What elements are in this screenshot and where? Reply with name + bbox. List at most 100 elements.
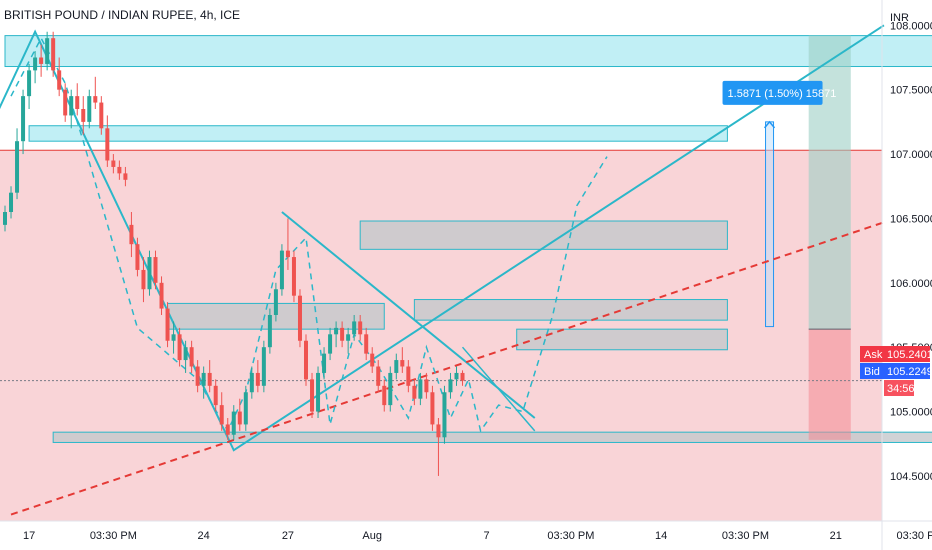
candle-body <box>316 372 321 412</box>
candle-body <box>141 269 146 290</box>
candle-body <box>87 96 92 122</box>
candle-body <box>15 141 20 193</box>
position-target-area[interactable] <box>808 35 851 330</box>
y-tick-label: 107.0000 <box>890 149 932 161</box>
x-tick-label: 17 <box>23 530 35 542</box>
y-tick-label: 104.5000 <box>890 471 932 483</box>
x-tick-label: 03:30 PM <box>547 530 594 542</box>
candle-body <box>21 96 26 142</box>
candle-body <box>9 192 14 212</box>
candle-body <box>255 372 260 386</box>
candle-body <box>39 57 44 64</box>
candle-body <box>243 392 248 425</box>
candle-body <box>111 160 116 167</box>
candle-body <box>237 411 242 425</box>
candle-body <box>382 385 387 406</box>
x-tick-label: 27 <box>282 530 294 542</box>
x-tick-label: 03:30 PM <box>896 530 932 542</box>
candle-body <box>177 334 182 361</box>
x-tick-label: 14 <box>655 530 667 542</box>
candle-body <box>63 89 68 116</box>
x-tick-label: 03:30 PM <box>90 530 137 542</box>
zone-box[interactable] <box>413 299 728 321</box>
candle-body <box>310 379 315 412</box>
candle-body <box>105 128 110 161</box>
y-tick-label: 106.0000 <box>890 278 932 290</box>
countdown-tag: 34:56 <box>884 380 915 396</box>
trend-line[interactable] <box>0 24 885 452</box>
candle-body <box>69 96 74 116</box>
candle-body <box>334 327 339 335</box>
candle-body <box>183 347 188 361</box>
x-tick-label: 03:30 PM <box>722 530 769 542</box>
zone-box[interactable] <box>28 125 728 142</box>
candle-body <box>267 315 272 348</box>
candle-body <box>394 360 399 373</box>
candle-body <box>273 289 278 315</box>
candle-body <box>388 372 393 406</box>
bid-tag: Bid 105.2249 <box>860 363 932 379</box>
candle-body <box>3 212 7 225</box>
candle-body <box>57 70 62 90</box>
measure-range[interactable] <box>765 121 775 328</box>
candle-body <box>207 372 212 386</box>
candle-body <box>454 372 459 380</box>
candle-body <box>135 244 140 270</box>
candle-body <box>147 257 152 290</box>
candle-body <box>171 334 176 341</box>
trend-line[interactable] <box>461 346 536 432</box>
bid-label: Bid <box>864 366 880 378</box>
y-tick-label: 105.0000 <box>890 407 932 419</box>
candle-body <box>51 38 56 71</box>
zone-box[interactable] <box>4 35 932 68</box>
candle-body <box>117 166 122 174</box>
candle-body <box>201 372 206 386</box>
candle-body <box>364 334 369 354</box>
dashed-trend-line[interactable] <box>10 221 885 516</box>
ask-tag: Ask 105.2401 <box>860 346 932 362</box>
ask-value: 105.2401 <box>887 349 932 361</box>
candle-body <box>406 366 411 386</box>
ask-label: Ask <box>864 349 883 361</box>
trend-line[interactable] <box>281 211 536 419</box>
candle-body <box>304 340 308 380</box>
candle-body <box>412 385 417 399</box>
position-stop-area[interactable] <box>808 329 851 440</box>
candle-body <box>430 392 435 425</box>
x-tick-label: 24 <box>198 530 210 542</box>
candle-body <box>213 385 218 406</box>
candle-body <box>33 57 38 71</box>
zone-box[interactable] <box>52 431 932 443</box>
candle-body <box>189 347 194 367</box>
zone-box[interactable] <box>359 220 728 250</box>
candle-body <box>448 379 453 393</box>
candle-body <box>352 321 357 335</box>
candle-body <box>436 424 441 438</box>
y-tick-label: 106.5000 <box>890 213 932 225</box>
candle-body <box>123 173 128 180</box>
measure-tooltip: 1.5871 (1.50%) 15871 <box>722 80 837 105</box>
candle-body <box>279 250 284 290</box>
measure-tooltip-text: 1.5871 (1.50%) 15871 <box>728 88 837 100</box>
candle-body <box>231 411 236 435</box>
zone-box[interactable] <box>516 328 728 351</box>
candle-body <box>442 392 447 438</box>
candle-body <box>81 109 86 122</box>
chart-title: BRITISH POUND / INDIAN RUPEE, 4h, ICE <box>4 8 240 22</box>
candle-body <box>400 360 405 367</box>
candle-body <box>424 379 429 393</box>
candle-body <box>291 257 296 296</box>
background-layer <box>0 149 882 521</box>
x-tick-label: Aug <box>362 530 382 542</box>
candle-body <box>297 295 302 341</box>
y-tick-label: 108.0000 <box>890 20 932 32</box>
candle-body <box>165 308 170 341</box>
candle-body <box>460 372 465 381</box>
countdown: 34:56 <box>887 383 915 395</box>
candle-body <box>346 334 351 341</box>
candle-body <box>358 321 363 335</box>
candle-body <box>99 102 104 129</box>
candle-body <box>370 353 375 367</box>
